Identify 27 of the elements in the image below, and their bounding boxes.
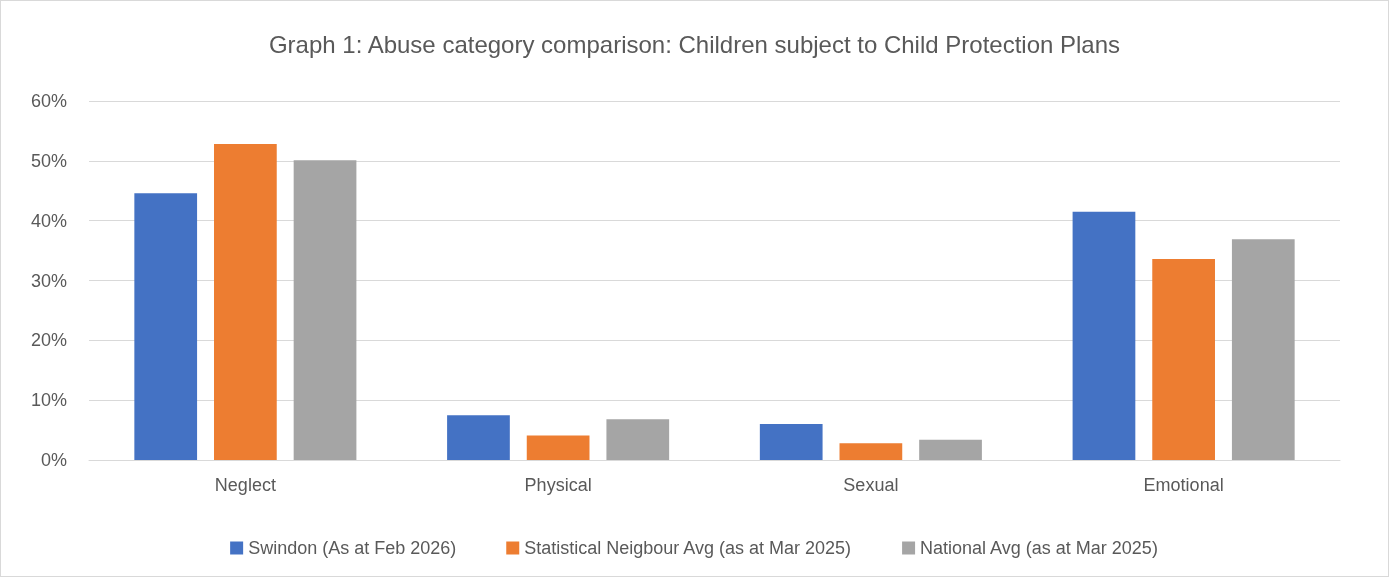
bar — [606, 419, 670, 460]
bar — [839, 443, 903, 460]
legend-label: National Avg (as at Mar 2025) — [920, 538, 1158, 558]
x-tick-label: Emotional — [1143, 475, 1224, 495]
bar — [1072, 211, 1136, 460]
x-tick-label: Physical — [524, 475, 592, 495]
legend-label: Swindon (As at Feb 2026) — [248, 538, 457, 558]
y-tick-label: 0% — [40, 450, 67, 470]
bar — [1231, 239, 1295, 460]
x-tick-label: Sexual — [843, 475, 899, 495]
y-tick-label: 60% — [30, 91, 67, 111]
bar — [919, 439, 982, 460]
y-tick-label: 10% — [30, 390, 67, 411]
bar — [526, 435, 590, 460]
y-tick-label: 40% — [30, 210, 67, 231]
bar — [759, 424, 823, 460]
bar — [447, 415, 510, 460]
chart-title: Graph 1: Abuse category comparison: Children subject to Child Protection Plans — [268, 30, 1121, 58]
y-tick-label: 50% — [30, 150, 67, 171]
x-tick-label: Neglect — [214, 475, 276, 495]
bar — [134, 193, 198, 460]
legend-label: Statistical Neigbour Avg (as at Mar 2025) — [524, 538, 852, 558]
bar — [214, 144, 277, 460]
y-tick-label: 20% — [30, 330, 67, 351]
bar — [1152, 258, 1215, 460]
y-tick-label: 30% — [30, 270, 67, 291]
bar — [293, 160, 357, 460]
